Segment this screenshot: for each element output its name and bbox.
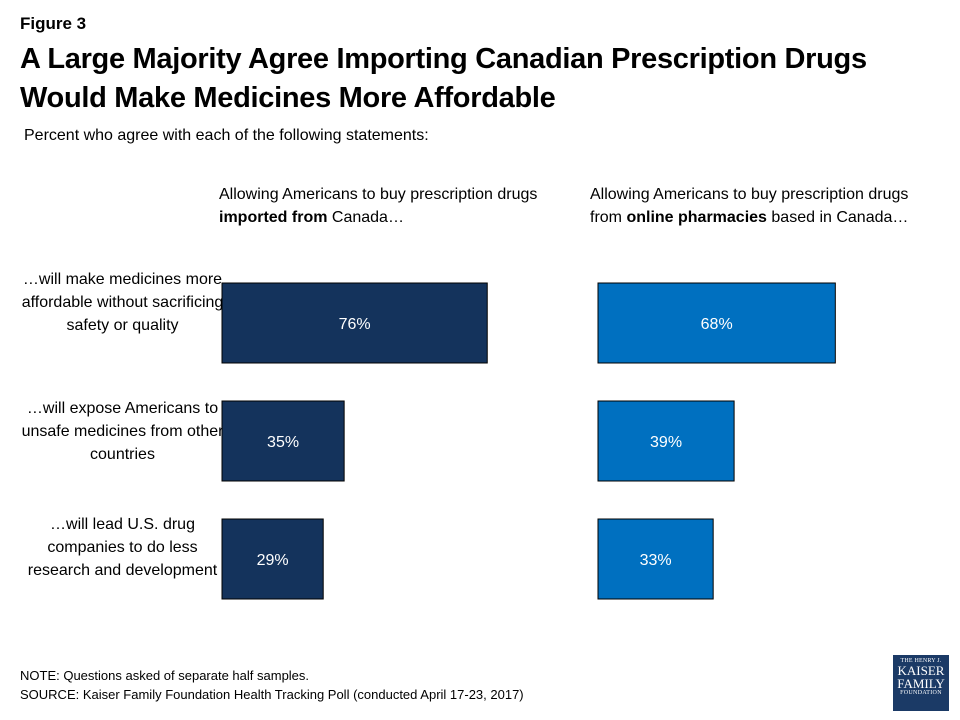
chart-title: A Large Majority Agree Importing Canadia… [20,43,867,114]
figure-label: Figure 3 [20,14,87,33]
column-header-imported: Allowing Americans to buy prescription d… [219,183,539,229]
logo-line1: THE HENRY J. [900,658,942,664]
category-label-affordable: …will make medicines more affordable wit… [21,271,224,334]
category-label-unsafe: …will expose Americans to unsafe medicin… [21,400,224,463]
data-label-imported-1: 35% [267,434,299,451]
logo-line4: FOUNDATION [900,690,942,696]
data-label-imported-0: 76% [339,316,371,333]
column-header-online-bold: online pharmacies [626,209,767,226]
chart-note: NOTE: Questions asked of separate half s… [20,668,310,683]
chart-source: SOURCE: Kaiser Family Foundation Health … [20,687,524,702]
column-header-imported-post: Canada… [327,209,404,226]
chart-subtitle: Percent who agree with each of the follo… [24,127,429,144]
data-label-online-2: 33% [640,552,672,569]
bar-imported-1 [221,400,345,482]
data-label-imported-2: 29% [257,552,289,569]
bar-online-2 [597,518,714,600]
logo-line3: FAMILY [897,676,945,691]
logo-line2: KAISER [897,663,945,678]
column-header-online: Allowing Americans to buy prescription d… [590,183,910,229]
column-header-imported-pre: Allowing Americans to buy prescription d… [219,186,538,203]
kff-logo: THE HENRY J. KAISER FAMILY FOUNDATION [893,655,949,711]
bar-imported-0 [221,282,488,364]
data-label-online-0: 68% [701,316,733,333]
bar-imported-2 [221,518,324,600]
bar-online-0 [597,282,836,364]
column-header-online-pre: Allowing Americans to buy prescription d… [590,186,909,226]
category-label-research: …will lead U.S. drug companies to do les… [27,516,218,579]
data-label-online-1: 39% [650,434,682,451]
column-header-online-post: based in Canada… [766,209,909,226]
column-header-imported-bold: imported from [219,209,328,226]
bar-online-1 [597,400,735,482]
